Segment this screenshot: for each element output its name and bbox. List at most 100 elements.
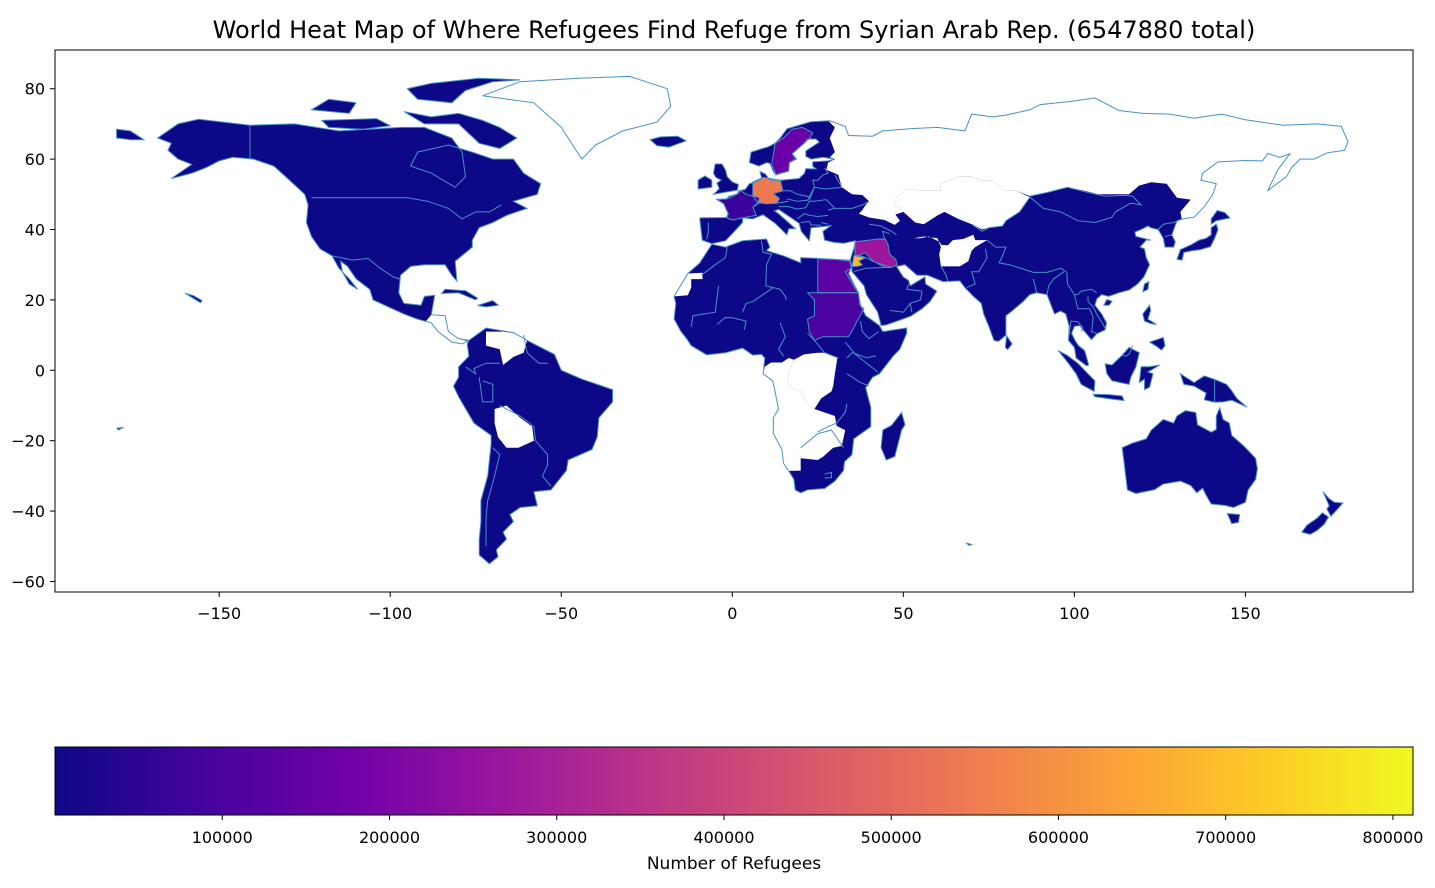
highlight-layer: [716, 127, 898, 341]
chart-title: World Heat Map of Where Refugees Find Re…: [213, 16, 1256, 44]
country-border: [782, 179, 815, 198]
country-border: [706, 222, 709, 240]
y-tick-label: 40: [25, 220, 45, 239]
country-border: [1087, 296, 1106, 329]
coastline: [711, 163, 739, 196]
country-border: [778, 200, 815, 210]
country-border: [814, 174, 843, 190]
country-border: [834, 200, 870, 209]
country-border: [1164, 234, 1172, 237]
country-border: [478, 377, 494, 403]
landmass: [1180, 373, 1248, 408]
country-border: [760, 240, 787, 301]
coastline: [1142, 280, 1150, 293]
country-border: [523, 335, 548, 364]
landmass: [1177, 224, 1218, 261]
landmass: [1058, 350, 1095, 392]
map-frame: [54, 49, 1414, 593]
coastline: [156, 118, 542, 345]
border-layer: [115, 75, 1349, 565]
landmass: [881, 412, 905, 460]
landmass: [407, 78, 521, 103]
coastline: [880, 411, 906, 461]
coastline: [649, 135, 688, 148]
country-border: [846, 373, 870, 387]
country-border: [1066, 271, 1097, 296]
colorbar-tick-label: 100000: [192, 828, 253, 847]
colorbar-tick-label: 200000: [359, 828, 420, 847]
country-border: [906, 283, 923, 292]
country-border: [742, 287, 774, 313]
landmass: [698, 176, 712, 189]
landmass: [403, 111, 517, 149]
country-border: [807, 332, 839, 359]
region-border: [806, 292, 865, 342]
country-border: [716, 316, 747, 330]
country-border: [1046, 271, 1065, 295]
region-border: [771, 126, 814, 176]
coastline: [1322, 491, 1344, 518]
x-tick-label: 150: [1230, 604, 1261, 623]
colorbar-tick-label: 600000: [1028, 828, 1089, 847]
country-border: [844, 341, 879, 373]
colorbar-tick-label: 400000: [693, 828, 754, 847]
country-border: [808, 187, 815, 201]
country-border: [824, 471, 832, 479]
x-tick-label: 0: [727, 604, 737, 623]
y-tick-label: 20: [25, 291, 45, 310]
y-tick-label: −40: [11, 502, 45, 521]
country-border: [853, 267, 885, 273]
country-border: [465, 362, 500, 376]
country-border: [909, 291, 923, 313]
country-border: [889, 303, 911, 313]
coastline: [1179, 372, 1248, 408]
country-border: [1122, 345, 1133, 357]
landmass: [1301, 512, 1329, 535]
coastline: [1057, 350, 1096, 393]
coastline: [403, 111, 518, 150]
landmass: [453, 328, 613, 564]
region-france: [716, 190, 760, 220]
country-border: [817, 403, 848, 433]
country-border: [1068, 320, 1084, 336]
nodata-region: [482, 76, 671, 160]
region-germany: [752, 177, 783, 204]
landmass: [1005, 335, 1013, 350]
region-iraq-syria: [854, 239, 898, 268]
country-border: [690, 285, 720, 328]
country-border: [846, 352, 876, 359]
landmass: [477, 300, 499, 307]
nodata-region: [486, 331, 528, 365]
country-border: [986, 239, 1067, 273]
country-border: [725, 217, 743, 221]
coastline: [1104, 346, 1140, 385]
country-border: [800, 429, 844, 449]
country-border: [800, 220, 822, 226]
region-egypt: [817, 258, 859, 293]
y-tick-label: 0: [35, 361, 45, 380]
colorbar-ticks: 100000 200000 300000 400000 500000 600000 7000…: [192, 815, 1423, 847]
landmass: [157, 119, 541, 344]
country-border: [777, 322, 786, 357]
landmass: [713, 164, 739, 195]
coastline: [1138, 364, 1161, 391]
landmass: [1227, 513, 1240, 524]
country-border: [786, 196, 810, 202]
landmass: [650, 136, 687, 148]
nodata-region: [893, 176, 1030, 230]
x-tick-label: 50: [893, 604, 913, 623]
landmass: [1149, 337, 1165, 351]
country-border: [752, 200, 789, 208]
nodata-region: [426, 314, 468, 344]
y-tick-label: 80: [25, 80, 45, 99]
region-border: [851, 254, 867, 267]
coastline: [1092, 393, 1125, 402]
colorbar-label: Number of Refugees: [647, 854, 821, 874]
coastline: [440, 288, 479, 301]
country-border: [1073, 294, 1097, 334]
coastline: [964, 542, 974, 547]
nodata-layer: [426, 76, 1348, 471]
country-border: [814, 199, 836, 211]
coastline: [406, 77, 521, 104]
country-border: [331, 255, 400, 280]
